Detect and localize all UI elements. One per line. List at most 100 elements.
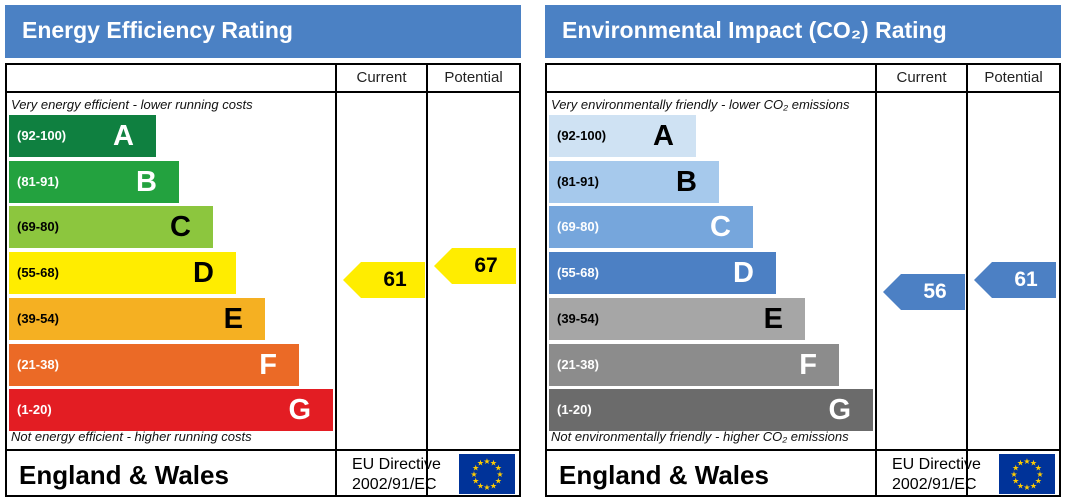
eu-flag-icon: ★ ★ ★ ★ ★ ★ ★ ★ ★ ★ ★ ★ — [459, 454, 515, 494]
eu-star-icon: ★ — [495, 464, 502, 473]
band-letter: E — [223, 302, 243, 335]
band-range-label: (81-91) — [17, 173, 59, 189]
eu-star-icon: ★ — [490, 459, 497, 468]
eu-star-icon: ★ — [1012, 464, 1019, 473]
title-bar: Energy Efficiency Rating — [5, 5, 521, 58]
band-range-label: (39-54) — [557, 310, 599, 326]
footer-region: England & Wales — [19, 460, 229, 490]
energy-efficiency-panel: Energy Efficiency Rating Current Potenti… — [5, 5, 521, 497]
band-range-label: (21-38) — [17, 356, 59, 372]
footer-divider — [7, 449, 519, 451]
band-range-label: (69-80) — [557, 219, 599, 235]
header-divider — [547, 91, 1059, 93]
band-letter: E — [763, 302, 783, 335]
current-rating-value: 61 — [383, 268, 407, 292]
band-range-label: (1-20) — [17, 402, 52, 418]
current-rating-value: 56 — [923, 279, 947, 303]
eu-stars-icon: ★★★★★★★★★ ★ ★★ — [470, 457, 503, 492]
eu-star-icon: ★ — [1012, 477, 1019, 486]
band-f: (21-38) F — [549, 343, 839, 386]
eu-star-icon: ★ — [477, 481, 484, 490]
potential-rating-value: 67 — [474, 254, 498, 278]
top-note: Very energy efficient - lower running co… — [11, 97, 253, 112]
band-range-label: (1-20) — [557, 402, 592, 418]
chart-title: Environmental Impact (CO₂) Rating — [562, 17, 947, 43]
eu-flag-icon: ★ ★ ★ ★ ★ ★ ★ ★ ★ ★ ★ ★ — [999, 454, 1055, 494]
band-g: (1-20) G — [549, 389, 873, 432]
eu-star-icon: ★ — [470, 470, 477, 479]
band-letter: G — [828, 394, 851, 427]
band-range-label: (39-54) — [17, 310, 59, 326]
band-c: (69-80) C — [9, 206, 213, 249]
eu-star-icon: ★ — [477, 459, 484, 468]
current-arrow-shape — [883, 273, 965, 310]
current-rating-arrow: 61 — [343, 262, 425, 299]
eu-star-icon: ★ — [1023, 483, 1030, 492]
eu-star-icon: ★ — [1030, 481, 1037, 490]
bottom-note: Not energy efficient - higher running co… — [11, 429, 252, 444]
eu-star-icon: ★ — [490, 481, 497, 490]
band-range-label: (69-80) — [17, 219, 59, 235]
current-column-header: Current — [896, 69, 947, 86]
eu-star-icon: ★ — [472, 477, 479, 486]
current-rating-arrow: 56 — [883, 273, 965, 310]
band-letter: C — [170, 211, 191, 244]
band-range-label: (92-100) — [557, 128, 607, 143]
potential-arrow-shape — [434, 248, 516, 285]
eu-star-icon: ★ — [1035, 464, 1042, 473]
directive-line-2: 2002/91/EC — [892, 476, 977, 493]
potential-rating-value: 61 — [1014, 268, 1038, 292]
band-d: (55-68) D — [9, 252, 236, 295]
current-column-divider — [875, 65, 877, 495]
potential-column-divider — [966, 65, 968, 495]
band-b: (81-91) B — [9, 160, 179, 203]
potential-rating-arrow: 61 — [974, 262, 1056, 299]
band-letter: D — [733, 257, 754, 290]
rating-grid: Current Potential Very energy efficient … — [5, 63, 521, 497]
eu-star-icon: ★ — [1036, 470, 1043, 479]
potential-column-divider — [426, 65, 428, 495]
current-column-divider — [335, 65, 337, 495]
current-column-header: Current — [356, 69, 407, 86]
potential-column-header: Potential — [444, 69, 503, 86]
rating-grid: Current Potential Very environmentally f… — [545, 63, 1061, 497]
footer-directive: EU Directive 2002/91/EC — [892, 455, 981, 495]
eu-star-icon: ★ — [1010, 470, 1017, 479]
eu-star-icon: ★ — [496, 470, 503, 479]
band-letter: A — [113, 120, 134, 152]
band-letter: A — [653, 120, 674, 152]
band-d: (55-68) D — [549, 252, 776, 295]
directive-line-2: 2002/91/EC — [352, 476, 437, 493]
directive-line-1: EU Directive — [352, 456, 441, 473]
band-letter: B — [136, 165, 157, 198]
chart-title: Energy Efficiency Rating — [22, 17, 293, 43]
eu-star-icon: ★ — [1017, 459, 1024, 468]
footer-region: England & Wales — [559, 460, 769, 490]
band-b: (81-91) B — [549, 160, 719, 203]
footer-directive: EU Directive 2002/91/EC — [352, 455, 441, 495]
band-range-label: (92-100) — [17, 128, 67, 143]
band-letter: B — [676, 165, 697, 198]
band-range-label: (55-68) — [557, 265, 599, 281]
band-f: (21-38) F — [9, 343, 299, 386]
eu-star-icon: ★ — [483, 457, 490, 466]
potential-column-header: Potential — [984, 69, 1043, 86]
eu-star-icon: ★ — [1035, 477, 1042, 486]
band-letter: G — [288, 394, 311, 427]
band-range-label: (55-68) — [17, 265, 59, 281]
band-a: (92-100) A — [549, 115, 696, 157]
eu-star-icon: ★ — [1030, 459, 1037, 468]
band-c: (69-80) C — [549, 206, 753, 249]
band-letter: D — [193, 257, 214, 290]
eu-stars-icon: ★★★★★★★★★ ★ ★★ — [1010, 457, 1043, 492]
eu-star-icon: ★ — [1017, 481, 1024, 490]
band-letter: F — [259, 348, 277, 381]
band-g: (1-20) G — [9, 389, 333, 432]
band-e: (39-54) E — [549, 297, 805, 340]
eu-star-icon: ★ — [483, 483, 490, 492]
band-letter: F — [799, 348, 817, 381]
eu-star-icon: ★ — [495, 477, 502, 486]
potential-rating-arrow: 67 — [434, 248, 516, 285]
environmental-impact-panel: Environmental Impact (CO₂) Rating Curren… — [545, 5, 1061, 497]
header-divider — [7, 91, 519, 93]
